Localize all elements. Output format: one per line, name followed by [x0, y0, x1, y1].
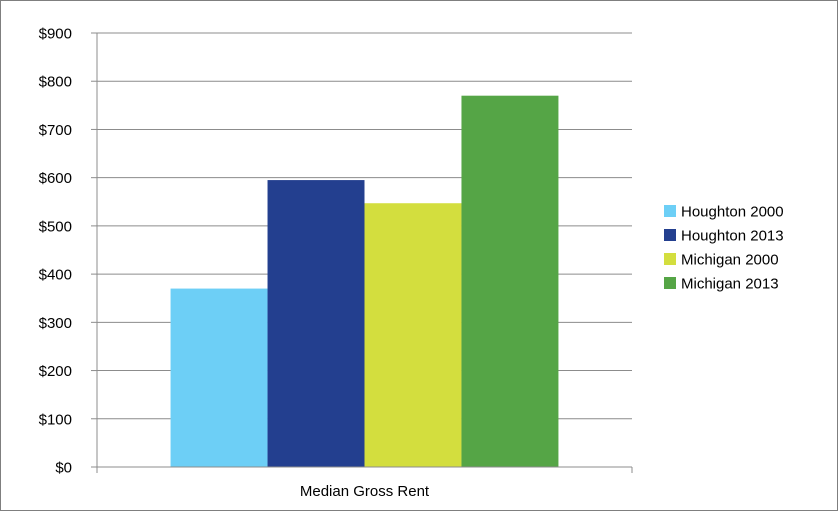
legend-label: Michigan 2013 — [681, 276, 779, 293]
legend-label: Houghton 2000 — [681, 204, 784, 221]
legend-swatch — [664, 253, 676, 265]
y-axis: $0 $100 $200 $300 $400 $500 $600 $700 $800 $900 — [39, 26, 98, 477]
y-tick-label: $800 — [39, 74, 72, 91]
x-axis: Median Gross Rent — [96, 466, 633, 500]
x-tick-label: Median Gross Rent — [300, 483, 430, 500]
legend-swatch — [664, 277, 676, 289]
y-tick-label: $600 — [39, 170, 72, 187]
legend-swatch — [664, 205, 676, 217]
legend-label: Michigan 2000 — [681, 252, 779, 269]
legend-label: Houghton 2013 — [681, 228, 784, 245]
legend: Houghton 2000 Houghton 2013 Michigan 2000 M… — [664, 204, 784, 293]
y-tick-label: $100 — [39, 411, 72, 428]
y-tick-label: $300 — [39, 315, 72, 332]
y-tick-label: $900 — [39, 26, 72, 43]
y-tick-label: $700 — [39, 122, 72, 139]
y-tick-label: $0 — [55, 460, 72, 477]
y-tick-label: $400 — [39, 267, 72, 284]
bars — [170, 95, 559, 468]
bar — [364, 203, 462, 468]
y-tick-label: $200 — [39, 363, 72, 380]
legend-swatch — [664, 229, 676, 241]
bar — [170, 288, 268, 467]
bar — [461, 95, 559, 467]
bar — [267, 180, 365, 468]
y-tick-label: $500 — [39, 218, 72, 235]
